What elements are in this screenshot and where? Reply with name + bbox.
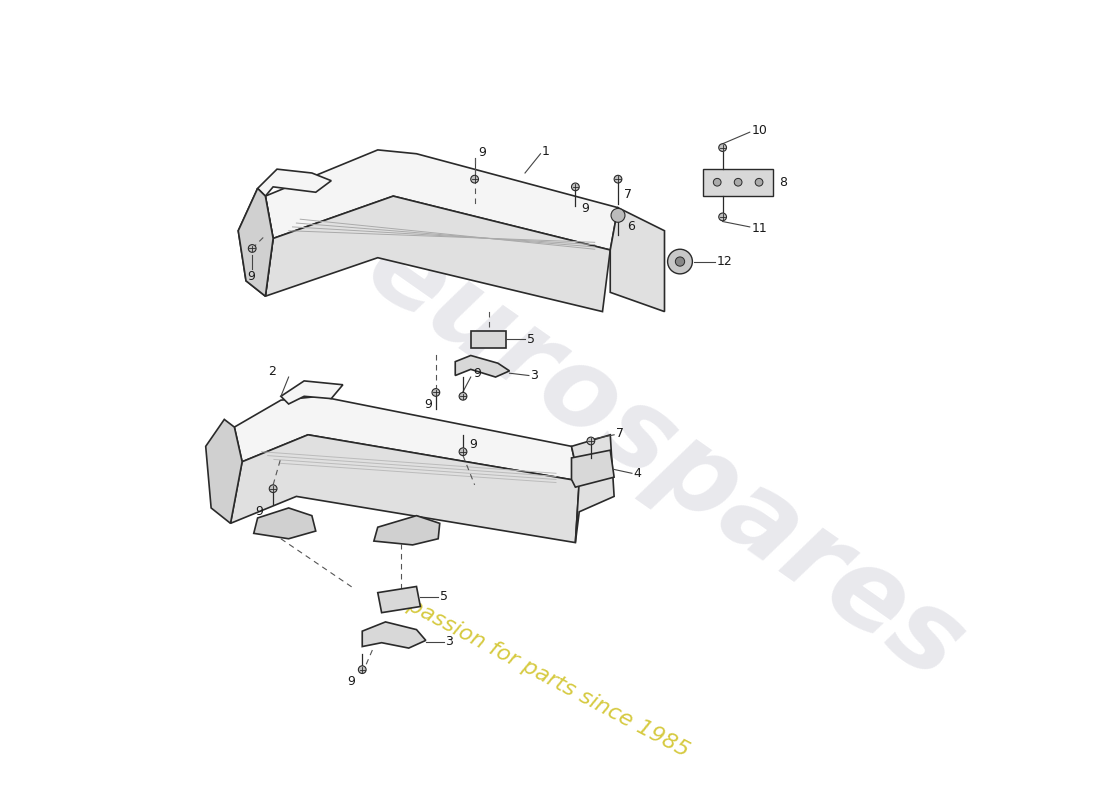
Text: 4: 4 <box>634 467 641 480</box>
Polygon shape <box>374 516 440 545</box>
Text: a passion for parts since 1985: a passion for parts since 1985 <box>385 586 692 762</box>
Text: 9: 9 <box>425 398 432 410</box>
Text: 5: 5 <box>440 590 448 603</box>
Text: 11: 11 <box>751 222 767 235</box>
Text: eurospares: eurospares <box>346 213 983 703</box>
Polygon shape <box>239 188 273 296</box>
Circle shape <box>249 245 256 252</box>
Polygon shape <box>471 331 506 348</box>
Circle shape <box>713 178 722 186</box>
Circle shape <box>610 209 625 222</box>
Polygon shape <box>572 435 614 542</box>
Text: 5: 5 <box>527 333 535 346</box>
Circle shape <box>432 389 440 396</box>
Circle shape <box>718 213 726 221</box>
Text: 9: 9 <box>470 438 477 451</box>
Polygon shape <box>362 622 426 648</box>
Polygon shape <box>257 169 331 196</box>
Text: 9: 9 <box>246 270 255 283</box>
Polygon shape <box>280 381 343 404</box>
Text: 8: 8 <box>779 176 788 189</box>
Text: 9: 9 <box>346 674 354 688</box>
Text: 6: 6 <box>627 220 635 234</box>
Polygon shape <box>254 508 316 538</box>
Circle shape <box>270 485 277 493</box>
Circle shape <box>668 250 692 274</box>
Polygon shape <box>234 396 580 481</box>
Polygon shape <box>610 208 664 312</box>
Text: 9: 9 <box>478 146 486 158</box>
Circle shape <box>459 393 466 400</box>
Text: 2: 2 <box>267 365 276 378</box>
Text: 7: 7 <box>624 188 632 201</box>
Text: 3: 3 <box>446 635 453 649</box>
Circle shape <box>718 144 726 151</box>
Circle shape <box>614 175 622 183</box>
Circle shape <box>756 178 763 186</box>
Circle shape <box>572 183 580 190</box>
Text: 9: 9 <box>255 506 263 518</box>
Polygon shape <box>231 435 580 542</box>
Circle shape <box>735 178 743 186</box>
Text: 9: 9 <box>473 366 481 380</box>
FancyBboxPatch shape <box>703 169 773 196</box>
Circle shape <box>459 448 466 455</box>
Text: 10: 10 <box>751 124 767 137</box>
Text: 7: 7 <box>616 426 624 440</box>
Polygon shape <box>265 196 610 312</box>
Text: 9: 9 <box>582 202 590 215</box>
Circle shape <box>675 257 684 266</box>
Polygon shape <box>572 450 614 487</box>
Polygon shape <box>455 355 509 377</box>
Text: 3: 3 <box>530 369 538 382</box>
Polygon shape <box>239 188 273 296</box>
Circle shape <box>587 437 595 445</box>
Text: 12: 12 <box>716 255 733 268</box>
Polygon shape <box>265 150 618 250</box>
Polygon shape <box>206 419 242 523</box>
Text: 1: 1 <box>542 145 550 158</box>
Polygon shape <box>377 586 420 613</box>
Circle shape <box>359 666 366 674</box>
Circle shape <box>471 175 478 183</box>
